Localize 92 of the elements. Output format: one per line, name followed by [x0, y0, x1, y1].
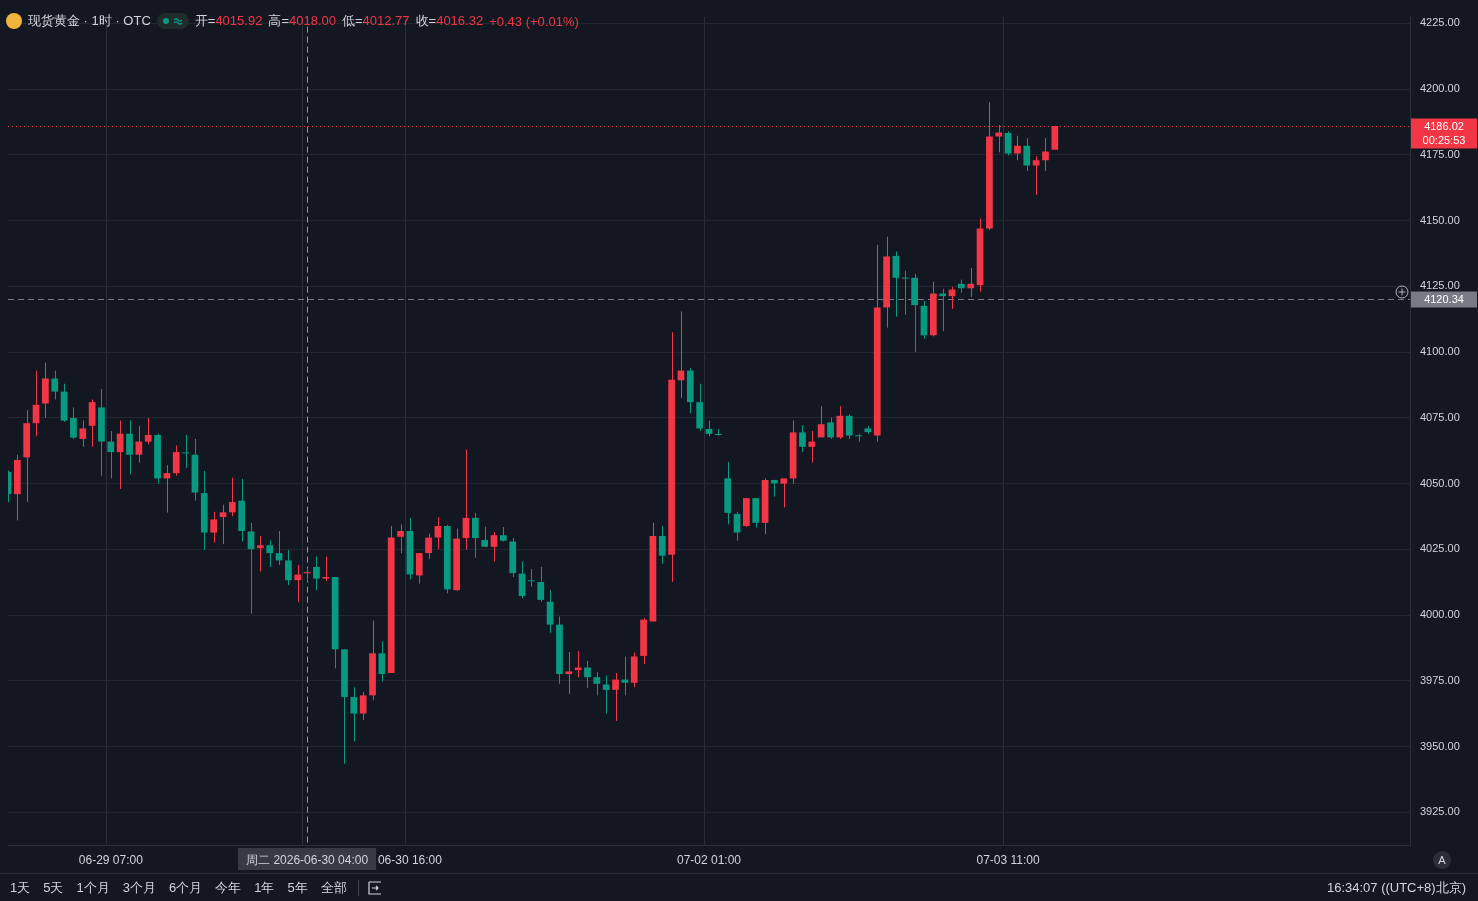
candlestick: [967, 267, 975, 298]
candlestick: [350, 686, 358, 742]
candlestick: [892, 250, 900, 318]
candlestick: [219, 504, 227, 545]
candlestick: [434, 516, 442, 550]
candlestick: [565, 651, 573, 695]
x-tick-label: 06-29 07:00: [78, 852, 144, 867]
x-tick-label: 06-30 16:00: [377, 852, 443, 867]
candlestick: [285, 549, 292, 586]
candlestick: [836, 405, 844, 440]
ref-line-label: 4120.34: [1424, 292, 1464, 305]
text: 16:34:07 ((UTC+8)北京): [1326, 879, 1466, 897]
candlestick: [228, 477, 236, 517]
candlestick: [294, 564, 302, 603]
candlestick: [415, 552, 423, 585]
y-tick-label: 4000.00: [1420, 608, 1460, 621]
candlestick: [612, 672, 619, 722]
candlestick: [378, 640, 386, 682]
text: 1年: [254, 879, 275, 897]
candlestick: [359, 691, 367, 721]
text: 6个月: [168, 879, 203, 897]
y-tick-label: 3975.00: [1420, 673, 1460, 686]
text: 全部: [320, 879, 347, 897]
candlestick: [107, 430, 115, 479]
candlestick: [733, 511, 741, 542]
annotation: 低=4012.77: [341, 13, 410, 28]
y-tick-label: 4125.00: [1420, 279, 1460, 292]
candlestick: [88, 399, 96, 448]
candlestick: [397, 523, 404, 554]
candlestick: [1014, 135, 1021, 161]
y-tick-label: 4150.00: [1420, 213, 1460, 226]
text: A: [1433, 851, 1451, 869]
candlestick: [70, 406, 77, 440]
candlestick: [799, 424, 806, 453]
candlestick: [425, 533, 432, 560]
annotation: 收=4016.32: [415, 13, 484, 28]
x-tick-label: 07-02 01:00: [676, 852, 742, 867]
candlestick: [808, 430, 816, 464]
y-tick-label: 3950.00: [1420, 739, 1460, 752]
candlestick: [490, 531, 498, 562]
y-tick-label: 4100.00: [1420, 345, 1460, 358]
candlestick: [1042, 137, 1049, 172]
x-tick-label: 周二 2026-06-30 04:00: [246, 852, 369, 867]
chart-title: 现货黄金 · 1时 · OTC: [28, 12, 151, 30]
candlestick: [1023, 137, 1031, 172]
candlestick: [827, 417, 834, 440]
x-tick-label: 07-03 11:00: [976, 852, 1040, 867]
candlestick: [593, 671, 601, 696]
y-tick-label: 4050.00: [1420, 476, 1460, 489]
candlestick: [126, 420, 133, 475]
candlestick: [1004, 130, 1012, 156]
annotation: 开=4015.92: [194, 13, 263, 28]
text: 00:25:53: [1422, 133, 1466, 146]
candlestick: [266, 539, 274, 568]
candlestick: [528, 568, 535, 588]
candlestick: [172, 445, 180, 477]
candlestick: [901, 270, 909, 316]
candlestick: [182, 434, 189, 469]
candlestick: [574, 650, 582, 678]
candlestick: [51, 370, 59, 401]
text: 3个月: [122, 879, 156, 897]
text: 1天: [10, 879, 31, 897]
y-tick-label: 4075.00: [1420, 410, 1460, 423]
text: 5年: [287, 879, 308, 897]
candlestick: [537, 566, 545, 603]
ref-line-label: 4186.02: [1424, 119, 1464, 132]
candlestick: [546, 589, 554, 634]
candlestick: [257, 535, 264, 572]
candlestick: [658, 525, 666, 565]
candlestick: [817, 405, 825, 438]
candlestick: [845, 413, 853, 440]
candlestick: [210, 511, 217, 544]
candlestick: [135, 425, 143, 464]
y-tick-label: 3925.00: [1420, 805, 1460, 818]
annotation: 高=4018.00: [268, 13, 336, 28]
y-tick-label: 4175.00: [1420, 147, 1460, 160]
text: 5天: [43, 879, 64, 897]
candlestick: [116, 420, 124, 490]
y-tick-label: 4025.00: [1420, 542, 1460, 555]
y-tick-label: 4200.00: [1420, 82, 1460, 95]
candlestick: [584, 660, 591, 689]
candlestick: [322, 556, 330, 582]
candlestick: [602, 675, 610, 715]
candlestick: [313, 556, 320, 591]
text: 1个月: [76, 879, 110, 897]
y-tick-label: 4225.00: [1420, 16, 1460, 29]
annotation: +0.43 (+0.01%): [489, 13, 579, 29]
candlestick: [780, 477, 788, 508]
candlestick: [79, 420, 87, 448]
candlestick: [144, 417, 152, 445]
text: 今年: [215, 879, 242, 897]
candlestick: [471, 512, 479, 559]
